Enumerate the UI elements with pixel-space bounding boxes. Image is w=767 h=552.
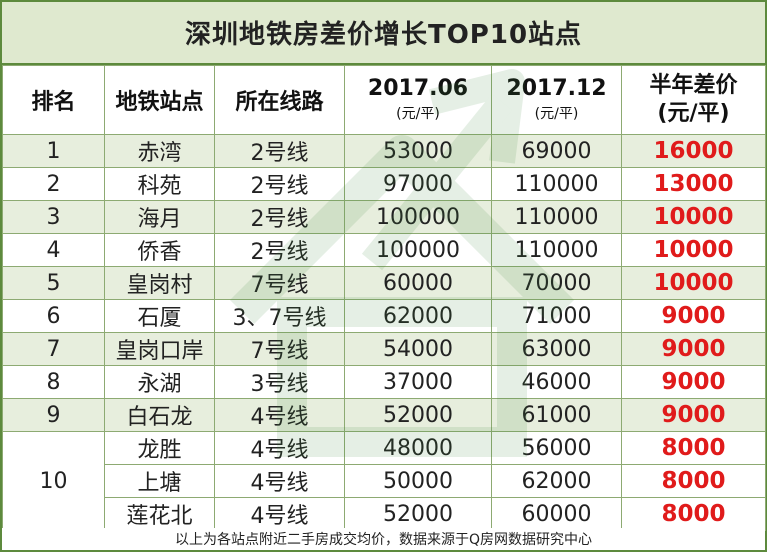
cell-line: 4号线 xyxy=(214,464,345,498)
cell-station: 永湖 xyxy=(104,365,215,399)
header-date-2-unit: (元/平) xyxy=(534,106,579,122)
cell-station: 石厦 xyxy=(104,299,215,333)
cell-diff: 16000 xyxy=(621,134,766,168)
header-station: 地铁站点 xyxy=(104,65,215,135)
cell-station: 莲花北 xyxy=(104,497,215,531)
cell-diff: 13000 xyxy=(621,167,766,201)
table-row: 9 白石龙 4号线 52000 61000 9000 xyxy=(2,398,766,432)
cell-price-1: 100000 xyxy=(344,233,492,267)
table-row: 10 龙胜 4号线 48000 56000 8000 xyxy=(2,431,766,531)
price-table: 排名 地铁站点 所在线路 2017.06 (元/平) 2017.12 (元/平)… xyxy=(2,65,766,531)
table-row: 3 海月 2号线 100000 110000 10000 xyxy=(2,200,766,234)
header-date-1-unit: (元/平) xyxy=(396,106,440,122)
cell-rank: 8 xyxy=(2,365,105,399)
cell-rank: 7 xyxy=(2,332,105,366)
cell-price-2: 46000 xyxy=(491,365,622,399)
header-date-2-label: 2017.12 xyxy=(506,76,607,101)
footnote: 以上为各站点附近二手房成交均价，数据来源于Q房网数据研究中心 xyxy=(2,528,765,550)
table-row: 7 皇岗口岸 7号线 54000 63000 9000 xyxy=(2,332,766,366)
cell-rank-merged: 10 xyxy=(2,431,105,531)
cell-diff: 10000 xyxy=(621,266,766,300)
cell-price-2: 63000 xyxy=(491,332,622,366)
page-title: 深圳地铁房差价增长TOP10站点 xyxy=(2,2,765,65)
cell-price-1: 53000 xyxy=(344,134,492,168)
cell-price-1: 52000 xyxy=(344,497,492,531)
cell-diff: 8000 xyxy=(621,431,766,465)
cell-price-2: 70000 xyxy=(491,266,622,300)
cell-price-2: 60000 xyxy=(491,497,622,531)
cell-price-1: 54000 xyxy=(344,332,492,366)
cell-line: 7号线 xyxy=(214,266,345,300)
cell-price-2: 62000 xyxy=(491,464,622,498)
cell-rank: 2 xyxy=(2,167,105,201)
cell-line: 2号线 xyxy=(214,167,345,201)
cell-diff: 9000 xyxy=(621,398,766,432)
cell-price-2: 110000 xyxy=(491,200,622,234)
table-row: 上塘 4号线 50000 62000 8000 xyxy=(3,464,766,498)
header-diff-unit: (元/平) xyxy=(657,101,730,126)
header-rank: 排名 xyxy=(2,65,105,135)
cell-station: 侨香 xyxy=(104,233,215,267)
cell-diff: 9000 xyxy=(621,299,766,333)
cell-price-1: 37000 xyxy=(344,365,492,399)
cell-line: 2号线 xyxy=(214,200,345,234)
cell-price-1: 48000 xyxy=(344,431,492,465)
header-row: 排名 地铁站点 所在线路 2017.06 (元/平) 2017.12 (元/平)… xyxy=(2,65,766,135)
cell-price-1: 50000 xyxy=(344,464,492,498)
cell-diff: 10000 xyxy=(621,200,766,234)
cell-price-2: 110000 xyxy=(491,233,622,267)
cell-price-1: 60000 xyxy=(344,266,492,300)
cell-price-2: 56000 xyxy=(491,431,622,465)
cell-station: 皇岗村 xyxy=(104,266,215,300)
cell-rank: 5 xyxy=(2,266,105,300)
cell-price-1: 100000 xyxy=(344,200,492,234)
table-row: 2 科苑 2号线 97000 110000 13000 xyxy=(2,167,766,201)
cell-price-2: 71000 xyxy=(491,299,622,333)
cell-station: 龙胜 xyxy=(104,431,215,465)
cell-price-2: 61000 xyxy=(491,398,622,432)
cell-price-2: 69000 xyxy=(491,134,622,168)
cell-price-2: 110000 xyxy=(491,167,622,201)
cell-rank: 6 xyxy=(2,299,105,333)
cell-line: 4号线 xyxy=(214,497,345,531)
cell-rank: 9 xyxy=(2,398,105,432)
header-date-2: 2017.12 (元/平) xyxy=(491,65,622,135)
cell-line: 2号线 xyxy=(214,233,345,267)
cell-diff: 8000 xyxy=(621,497,766,531)
cell-line: 2号线 xyxy=(214,134,345,168)
cell-station: 海月 xyxy=(104,200,215,234)
cell-station: 皇岗口岸 xyxy=(104,332,215,366)
cell-station: 科苑 xyxy=(104,167,215,201)
table-row: 5 皇岗村 7号线 60000 70000 10000 xyxy=(2,266,766,300)
header-diff-label: 半年差价 xyxy=(649,73,738,98)
header-date-1: 2017.06 (元/平) xyxy=(344,65,492,135)
cell-diff: 8000 xyxy=(621,464,766,498)
table-row: 莲花北 4号线 52000 60000 8000 xyxy=(3,497,766,531)
cell-line: 4号线 xyxy=(214,398,345,432)
cell-price-1: 52000 xyxy=(344,398,492,432)
cell-rank: 1 xyxy=(2,134,105,168)
cell-diff: 9000 xyxy=(621,365,766,399)
cell-line: 3、7号线 xyxy=(214,299,345,333)
table-row: 1 赤湾 2号线 53000 69000 16000 xyxy=(2,134,766,168)
cell-price-1: 97000 xyxy=(344,167,492,201)
cell-station: 上塘 xyxy=(104,464,215,498)
cell-diff: 9000 xyxy=(621,332,766,366)
header-date-1-label: 2017.06 xyxy=(367,76,469,101)
cell-price-1: 62000 xyxy=(344,299,492,333)
table-row: 6 石厦 3、7号线 62000 71000 9000 xyxy=(2,299,766,333)
cell-line: 3号线 xyxy=(214,365,345,399)
cell-diff: 10000 xyxy=(621,233,766,267)
cell-line: 4号线 xyxy=(214,431,345,465)
cell-line: 7号线 xyxy=(214,332,345,366)
cell-station: 白石龙 xyxy=(104,398,215,432)
table-row: 4 侨香 2号线 100000 110000 10000 xyxy=(2,233,766,267)
cell-rank: 4 xyxy=(2,233,105,267)
header-line: 所在线路 xyxy=(214,65,345,135)
header-diff: 半年差价 (元/平) xyxy=(621,65,766,135)
cell-station: 赤湾 xyxy=(104,134,215,168)
table-row: 8 永湖 3号线 37000 46000 9000 xyxy=(2,365,766,399)
cell-rank: 3 xyxy=(2,200,105,234)
